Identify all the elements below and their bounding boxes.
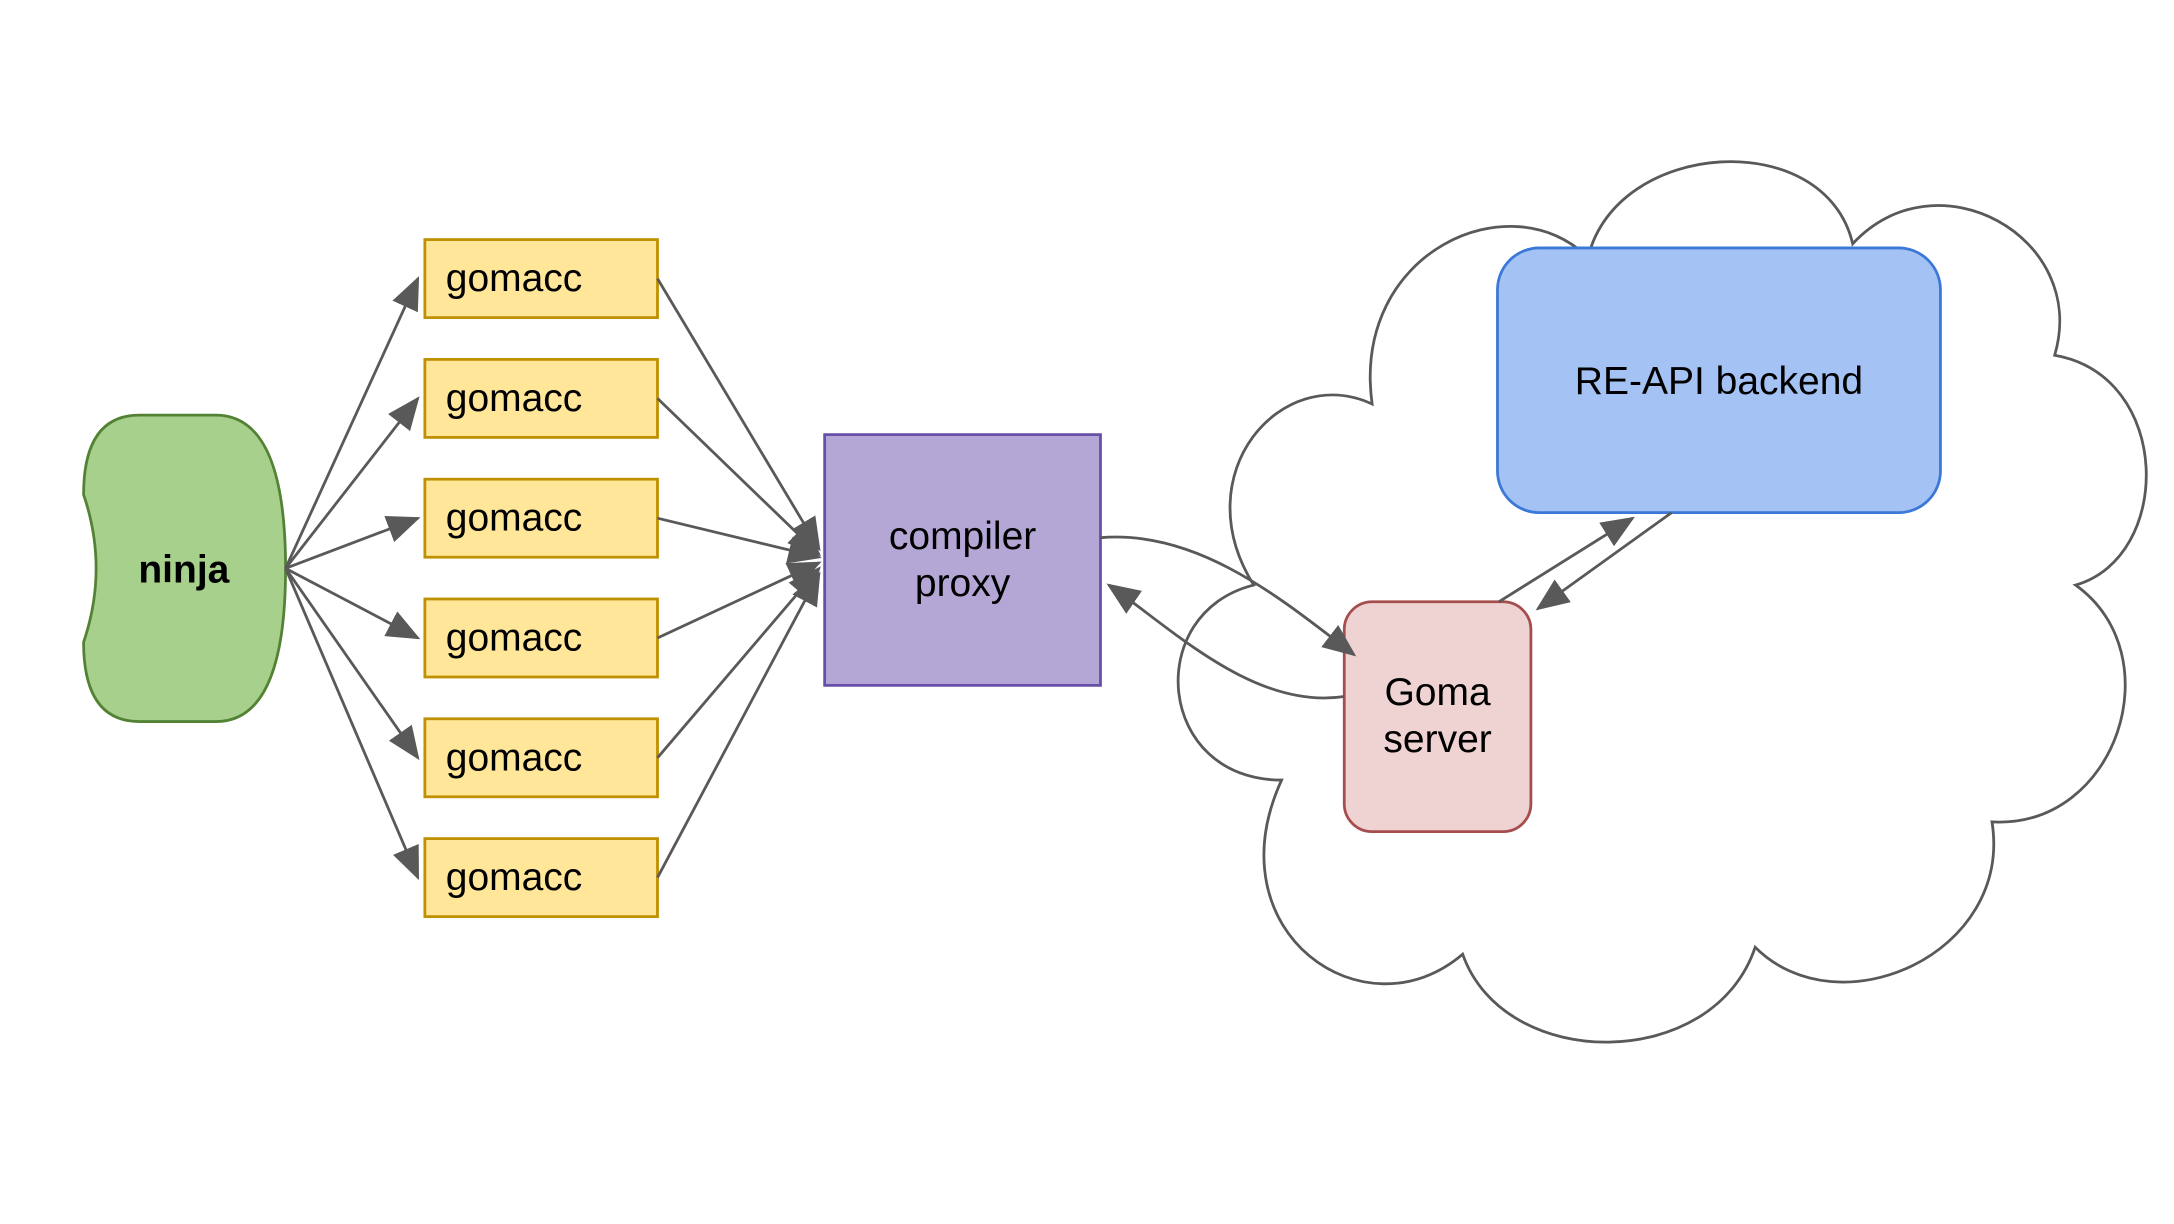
ninja-label: ninja [138,548,229,591]
gomacc-node: gomacc [425,599,658,677]
gomacc-label: gomacc [446,377,583,420]
gomacc-label: gomacc [446,497,583,540]
gomacc-label: gomacc [446,856,583,899]
gomacc-node: gomacc [425,719,658,797]
gomacc-node: gomacc [425,359,658,437]
architecture-diagram: ninja gomacc gomacc gomacc gomacc go [0,0,2174,1224]
reapi-backend-node: RE-API backend [1497,248,1940,513]
gomacc-group: gomacc gomacc gomacc gomacc gomacc gomac… [425,240,658,917]
goma-server-label-1: Goma [1384,671,1491,714]
gomacc-node: gomacc [425,479,658,557]
compiler-proxy-node: compiler proxy [825,435,1101,686]
compiler-proxy-label-2: proxy [915,562,1011,605]
gomacc-label: gomacc [446,736,583,779]
goma-server-label-2: server [1383,718,1491,761]
compiler-proxy-label-1: compiler [889,515,1036,558]
goma-server-node: Goma server [1344,602,1531,832]
reapi-backend-label: RE-API backend [1575,360,1863,403]
gomacc-label: gomacc [446,257,583,300]
gomacc-node: gomacc [425,240,658,318]
edges-ninja-gomacc [286,279,418,878]
edges-gomacc-proxy [657,279,819,878]
gomacc-label: gomacc [446,617,583,660]
gomacc-node: gomacc [425,839,658,917]
ninja-node: ninja [84,415,286,721]
